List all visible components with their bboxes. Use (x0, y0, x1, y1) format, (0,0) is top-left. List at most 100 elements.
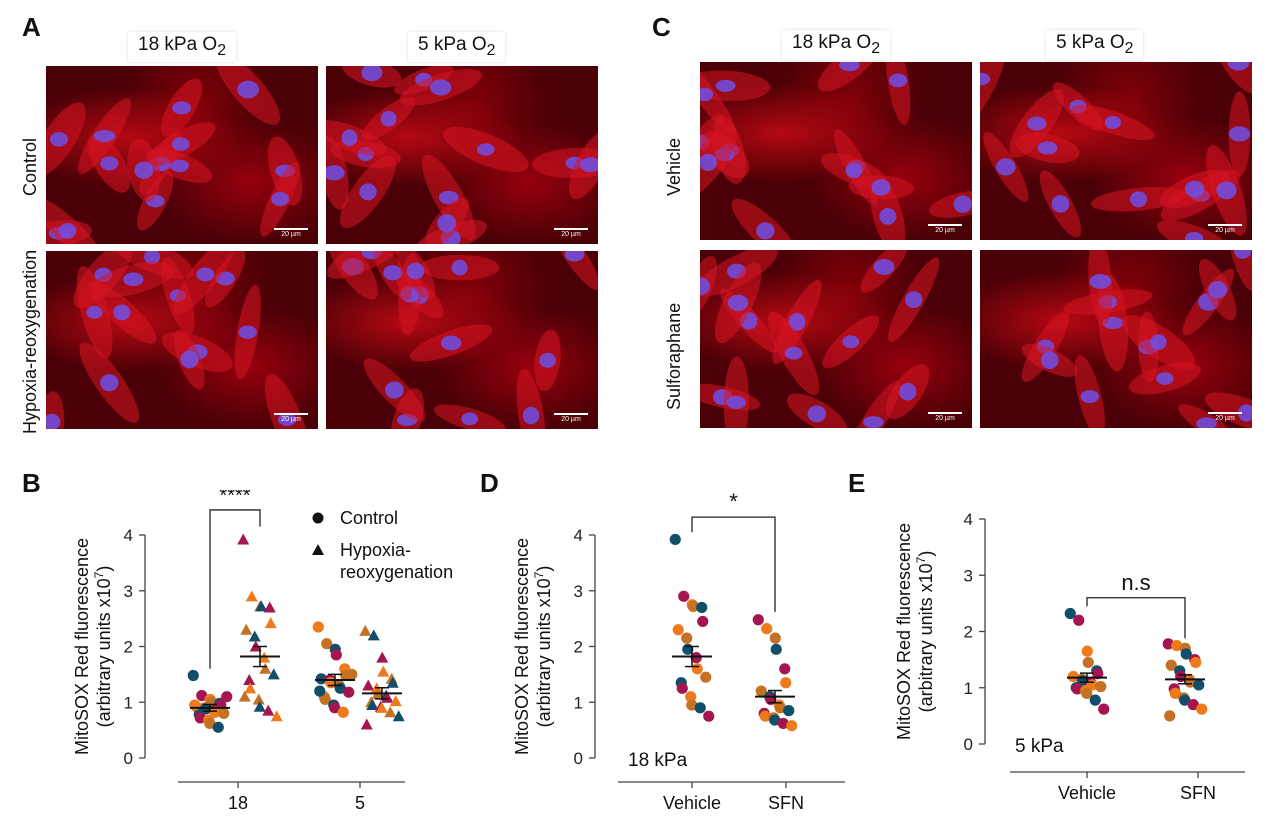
data-point (343, 686, 355, 698)
data-point (252, 693, 265, 705)
data-point (672, 624, 684, 636)
data-point (1081, 645, 1093, 657)
data-point (245, 590, 258, 602)
data-point (774, 702, 786, 714)
data-point (669, 533, 681, 546)
data-point (1071, 683, 1083, 695)
scale-bar: 20 µm (274, 413, 308, 423)
y-tick-label: 3 (574, 582, 583, 601)
significance-label: * (729, 490, 738, 514)
data-point (384, 706, 397, 718)
y-tick-label: 4 (124, 526, 133, 545)
panel-letter-e: E (848, 468, 866, 498)
cell-overlay (46, 251, 310, 429)
data-point (267, 668, 280, 680)
significance-bracket (209, 509, 261, 669)
y-tick-label: 3 (124, 582, 133, 601)
data-point (218, 707, 230, 719)
data-point (209, 706, 221, 718)
scale-bar: 20 µm (928, 224, 962, 234)
scale-bar: 20 µm (554, 228, 588, 238)
data-point (196, 689, 208, 702)
data-point (221, 691, 233, 703)
data-point (238, 690, 251, 702)
data-point (1073, 614, 1085, 626)
data-point (248, 630, 261, 642)
y-tick-label: 0 (124, 749, 133, 768)
data-point (1180, 648, 1192, 660)
legend-marker-control (312, 512, 324, 524)
data-point (676, 682, 688, 694)
data-point (389, 695, 402, 707)
data-point (386, 676, 399, 688)
data-point (359, 624, 372, 636)
data-point (204, 717, 216, 730)
data-point (1187, 699, 1199, 711)
data-point (237, 533, 250, 545)
panel-letter-a: A (22, 12, 41, 42)
scale-bar: 20 µm (554, 413, 588, 423)
data-point (769, 714, 781, 726)
chart-d: 0 1 2 3 4 MitoSOX Red fluorescence (arbitrary … (512, 490, 845, 813)
data-point (700, 671, 712, 683)
data-point (1171, 639, 1183, 652)
data-point (312, 621, 324, 633)
data-point (255, 600, 268, 612)
legend-label: Control (340, 508, 398, 528)
scale-bar: 20 µm (274, 228, 308, 238)
data-point (1169, 687, 1181, 699)
data-point (685, 691, 697, 703)
cell-overlay (700, 250, 940, 428)
data-point (194, 712, 206, 724)
y-tick-label: 0 (964, 735, 973, 754)
data-point (329, 702, 341, 714)
data-point (697, 615, 709, 628)
data-point (1082, 656, 1094, 669)
data-point (270, 710, 283, 722)
y-tick-label: 0 (574, 749, 583, 768)
data-point (691, 663, 703, 675)
cell-overlay (327, 251, 598, 429)
x-category-label: Vehicle (663, 793, 721, 813)
data-point (1179, 694, 1191, 706)
data-point (1064, 607, 1076, 620)
data-point (321, 638, 333, 650)
data-point (694, 702, 706, 714)
legend-label: reoxygenation (340, 562, 453, 582)
data-point (696, 601, 708, 614)
data-point (240, 623, 253, 635)
cell-overlay (980, 62, 1252, 240)
x-category-label: SFN (1180, 783, 1216, 803)
data-point (1092, 668, 1104, 680)
condition-label: 18 kPa (628, 750, 688, 771)
scale-bar: 20 µm (1208, 224, 1242, 234)
data-point (362, 679, 375, 691)
data-point (687, 600, 699, 612)
data-point (1164, 710, 1176, 722)
data-point (786, 720, 798, 732)
micrograph-a-control-5kpa: 20 µm (326, 66, 598, 244)
data-point (686, 699, 698, 711)
data-point (769, 632, 781, 644)
micrograph-c-sfn-18kpa: 20 µm (700, 250, 972, 428)
micrograph-a-hr-5kpa: 20 µm (326, 251, 598, 429)
panel-letter-d: D (480, 468, 499, 498)
cell-overlay (700, 62, 972, 240)
data-point (1196, 703, 1208, 715)
data-point (1098, 703, 1110, 715)
panel-letter-b: B (22, 468, 41, 498)
data-point (690, 652, 702, 664)
significance-bracket (691, 516, 776, 612)
panel-a-row-label-control: Control (20, 137, 41, 196)
data-point (1165, 659, 1177, 671)
data-point (264, 617, 277, 629)
significance-label: **** (219, 490, 250, 507)
y-tick-label: 1 (574, 693, 583, 712)
data-point (253, 700, 266, 712)
data-point (1089, 694, 1101, 706)
y-tick-label: 2 (124, 638, 133, 657)
micrograph-c-vehicle-18kpa: 20 µm (700, 62, 972, 240)
cell-overlay (326, 66, 598, 244)
y-axis-label: MitoSOX Red fluorescence (894, 523, 914, 740)
chart-e: 0 1 2 3 4 MitoSOX Red fluorescence (arbitrary … (894, 510, 1245, 803)
